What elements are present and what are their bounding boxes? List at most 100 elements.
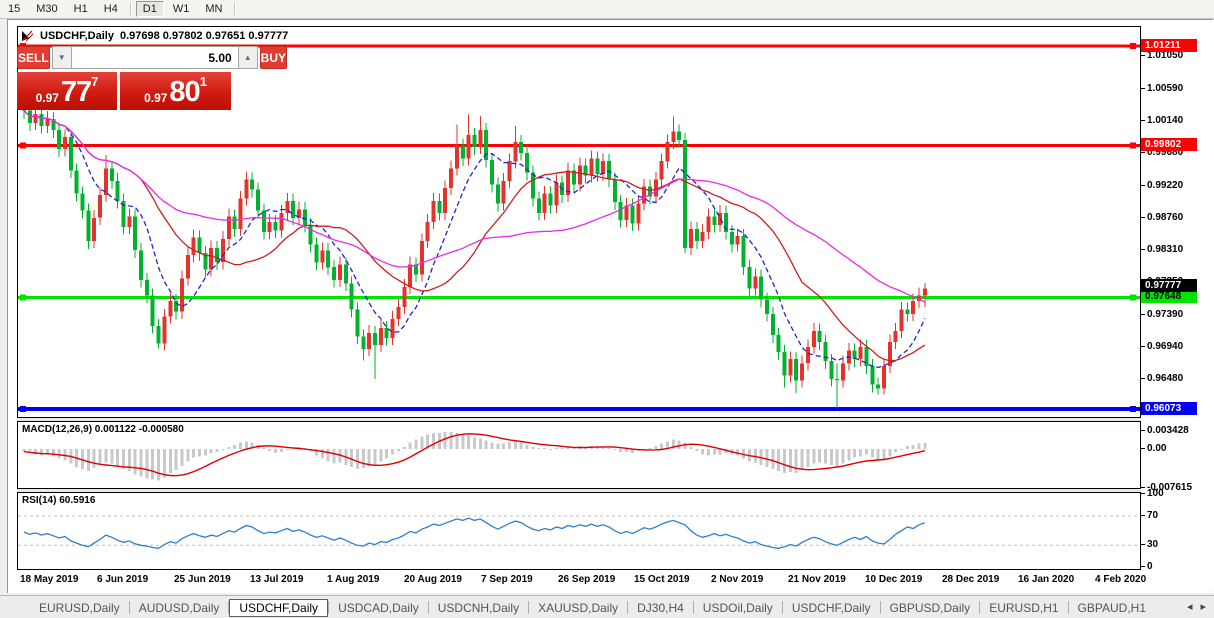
date-label: 2 Nov 2019 xyxy=(711,574,764,585)
axis-tick: 100 xyxy=(1141,488,1164,500)
volume-decrease-button[interactable]: ▼ xyxy=(51,46,72,69)
price-level-tag: 1.01211 xyxy=(1141,39,1197,52)
buy-price-prefix: 0.97 xyxy=(144,91,168,105)
buy-price-main: 80 xyxy=(169,76,200,108)
date-label: 26 Sep 2019 xyxy=(558,574,616,585)
buy-button[interactable]: BUY xyxy=(259,46,288,69)
price-axis-background xyxy=(1141,20,1214,591)
tab-separator xyxy=(328,601,330,614)
date-label: 15 Oct 2019 xyxy=(634,574,690,585)
timeframe-toolbar: 15 M30 H1 H4 D1 W1 MN xyxy=(0,0,1214,19)
chart-tab-audusd-daily[interactable]: AUDUSD,Daily xyxy=(138,600,220,615)
date-label: 28 Dec 2019 xyxy=(942,574,1000,585)
sell-price-pip: 7 xyxy=(91,74,99,89)
tab-separator xyxy=(979,601,981,614)
hline-handle xyxy=(20,142,26,149)
tab-separator xyxy=(128,601,130,614)
price-level-tag: 0.99802 xyxy=(1141,138,1197,151)
date-axis: 18 May 2019 6 Jun 2019 25 Jun 2019 13 Jul 2… xyxy=(17,572,1146,589)
toolbar-divider xyxy=(234,3,236,15)
axis-tick: 1.01050 xyxy=(1141,50,1183,62)
chart-tab-usdchf-daily[interactable]: USDCHF,Daily xyxy=(229,598,329,617)
date-label: 25 Jun 2019 xyxy=(174,574,231,585)
toolbar-divider xyxy=(129,3,131,15)
rsi-indicator-label: RSI(14) 60.5916 xyxy=(22,495,96,506)
price-level-tag: 0.96073 xyxy=(1141,402,1197,415)
chart-symbol-label: USDCHF,Daily xyxy=(40,29,114,42)
sell-price-prefix: 0.97 xyxy=(35,91,59,105)
volume-increase-button[interactable]: ▲ xyxy=(237,46,258,69)
timeframe-button-d1[interactable]: D1 xyxy=(135,1,164,17)
timeframe-button-mn[interactable]: MN xyxy=(205,3,223,15)
hline-handle xyxy=(20,406,26,412)
date-label: 21 Nov 2019 xyxy=(788,574,846,585)
axis-tick: 70 xyxy=(1141,510,1158,522)
macd-indicator-label: MACD(12,26,9) 0.001122 -0.000580 xyxy=(22,424,184,435)
pane-splitter[interactable] xyxy=(17,418,1141,421)
tab-separator xyxy=(781,601,783,614)
axis-tick: 0.98760 xyxy=(1141,212,1183,224)
tab-separator xyxy=(427,601,429,614)
timeframe-button-h4[interactable]: H4 xyxy=(103,3,118,15)
axis-tick: 0.003428 xyxy=(1141,425,1189,437)
date-label: 4 Feb 2020 xyxy=(1095,574,1147,585)
timeframe-button-h1[interactable]: H1 xyxy=(73,3,88,15)
volume-input[interactable] xyxy=(71,46,238,69)
chart-tab-usdcnh-daily[interactable]: USDCNH,Daily xyxy=(437,600,520,615)
date-label: 7 Sep 2019 xyxy=(481,574,533,585)
one-click-trading-panel: SELL ▼ ▲ BUY 0.97 77 7 0.97 80 1 xyxy=(17,46,288,110)
chart-tab-xauusd-daily[interactable]: XAUUSD,Daily xyxy=(538,600,619,615)
chart-tab-usdchf-daily[interactable]: USDCHF,Daily xyxy=(791,600,871,615)
axis-tick: 1.00590 xyxy=(1141,83,1183,95)
date-label: 1 Aug 2019 xyxy=(327,574,380,585)
chart-tab-usdcad-daily[interactable]: USDCAD,Daily xyxy=(338,600,419,615)
sell-price-display[interactable]: 0.97 77 7 xyxy=(17,72,117,110)
sell-price-main: 77 xyxy=(60,76,92,108)
tab-separator xyxy=(528,601,530,614)
chart-tab-eurusd-h1[interactable]: EURUSD,H1 xyxy=(989,600,1059,615)
chart-tab-usdoil-daily[interactable]: USDOil,Daily xyxy=(702,600,773,615)
tab-scroll-left-icon[interactable]: ◂ xyxy=(1186,601,1193,613)
date-label: 16 Jan 2020 xyxy=(1018,574,1075,585)
axis-tick: 0.97390 xyxy=(1141,309,1183,321)
axis-tick: 0.96480 xyxy=(1141,373,1183,385)
hline-handle xyxy=(1130,294,1136,301)
chart-tab-dj30-h4[interactable]: DJ30,H4 xyxy=(637,600,684,615)
buy-price-display[interactable]: 0.97 80 1 xyxy=(120,72,231,110)
tab-scroll-right-icon[interactable]: ▸ xyxy=(1200,601,1206,613)
timeframe-button-m30[interactable]: M30 xyxy=(36,3,58,15)
pane-splitter[interactable] xyxy=(17,489,1141,492)
axis-tick: 0.96940 xyxy=(1141,341,1183,353)
axis-tick: 0.99220 xyxy=(1141,180,1183,192)
rsi-pane[interactable] xyxy=(17,492,1141,570)
macd-pane[interactable] xyxy=(17,421,1141,489)
price-level-tag: 0.97648 xyxy=(1141,290,1197,303)
date-label: 20 Aug 2019 xyxy=(404,574,462,585)
tab-separator xyxy=(228,601,230,614)
timeframe-button-w1[interactable]: W1 xyxy=(172,3,190,15)
chart-tab-gbpusd-daily[interactable]: GBPUSD,Daily xyxy=(889,600,971,615)
date-label: 13 Jul 2019 xyxy=(250,574,304,585)
current-price-tag: 0.97777 xyxy=(1141,279,1197,292)
sell-button[interactable]: SELL xyxy=(17,46,50,69)
buy-price-pip: 1 xyxy=(199,74,207,89)
axis-tick: 1.00140 xyxy=(1141,115,1183,127)
chart-ohlc-values: 0.97698 0.97802 0.97651 0.97777 xyxy=(119,29,289,42)
axis-tick: 30 xyxy=(1141,539,1158,551)
axis-tick: 0 xyxy=(1141,561,1153,573)
timeframe-button-15[interactable]: 15 xyxy=(8,3,21,15)
chart-tab-gbpaud-h1[interactable]: GBPAUD,H1 xyxy=(1077,600,1147,615)
axis-tick: 0.99680 xyxy=(1141,147,1183,159)
chart-tab-eurusd-daily[interactable]: EURUSD,Daily xyxy=(39,600,120,615)
axis-tick: 0.98310 xyxy=(1141,244,1183,256)
axis-tick: 0.00 xyxy=(1141,443,1166,455)
tab-separator xyxy=(1067,601,1069,614)
hline-handle xyxy=(1130,406,1136,412)
hline-handle xyxy=(1130,43,1136,49)
price-pane[interactable] xyxy=(17,26,1141,418)
chart-icon xyxy=(21,30,34,42)
tab-separator xyxy=(627,601,629,614)
chart-title-row: USDCHF,Daily 0.97698 0.97802 0.97651 0.9… xyxy=(21,28,288,43)
date-label: 10 Dec 2019 xyxy=(865,574,923,585)
